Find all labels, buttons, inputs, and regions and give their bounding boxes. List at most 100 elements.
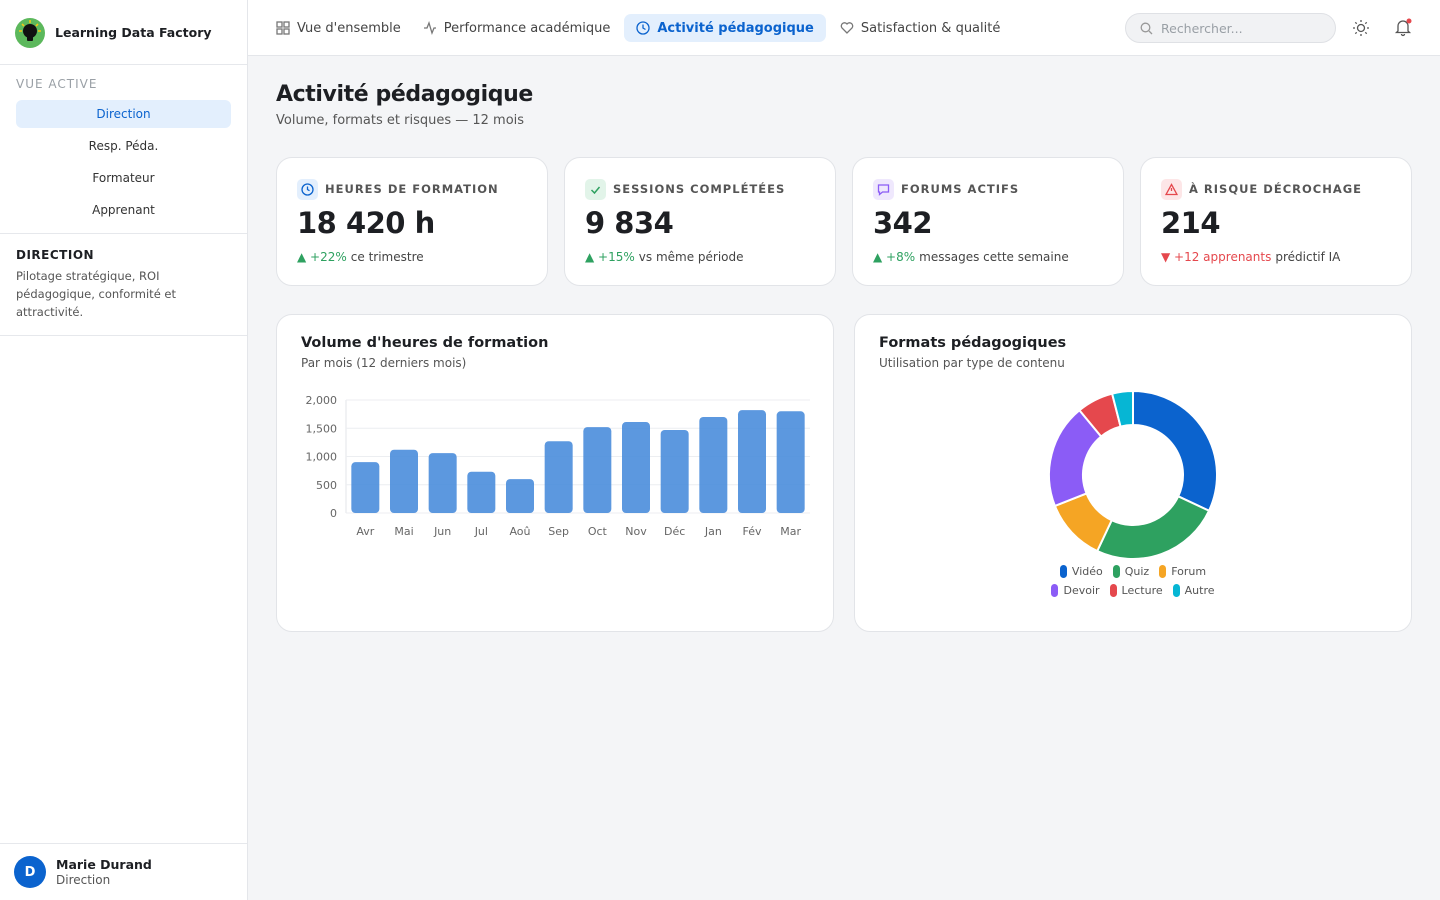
- y-tick-label: 2,000: [306, 394, 338, 407]
- notifications[interactable]: [1394, 17, 1414, 37]
- kpi-label: FORUMS ACTIFS: [901, 182, 1020, 196]
- view-option[interactable]: Direction: [16, 100, 231, 128]
- x-tick-label: Sep: [548, 525, 569, 538]
- chart-card: Formats pédagogiques Utilisation par typ…: [854, 314, 1412, 632]
- x-tick-label: Fév: [742, 525, 761, 538]
- chart-title: Volume d'heures de formation: [301, 335, 549, 351]
- user-name: Marie Durand: [56, 857, 152, 872]
- kpi-note: vs même période: [638, 250, 744, 264]
- kpi-delta: ▲ +22%: [297, 250, 347, 264]
- avatar[interactable]: D: [14, 856, 46, 888]
- kpi-label: SESSIONS COMPLÉTÉES: [613, 182, 786, 196]
- kpi-icon: [1161, 179, 1182, 200]
- bar: [699, 416, 728, 513]
- y-tick-label: 1,000: [306, 451, 338, 464]
- icon: [1140, 22, 1153, 34]
- sidebar: Learning Data Factory VUE ACTIVE Directi…: [0, 0, 248, 900]
- icon: [276, 21, 290, 35]
- legend-label: Devoir: [1063, 584, 1100, 597]
- x-tick-label: Jul: [474, 525, 488, 538]
- search[interactable]: Rechercher...: [1125, 13, 1336, 43]
- active-title: DIRECTION: [16, 248, 95, 262]
- legend-swatch: [1172, 584, 1180, 597]
- legend-label: Quiz: [1124, 565, 1150, 578]
- search-placeholder: Rechercher...: [1161, 20, 1243, 36]
- pie-slice: [1110, 389, 1134, 428]
- x-tick-label: Avr: [356, 525, 374, 538]
- pie-chart: [1048, 389, 1218, 560]
- user-role: Direction: [56, 873, 111, 887]
- chart-card: Volume d'heures de formation Par mois (1…: [276, 314, 834, 632]
- bar: [390, 449, 418, 513]
- legend-item[interactable]: Lecture: [1109, 584, 1163, 597]
- x-tick-label: Aoû: [509, 525, 530, 538]
- legend-swatch: [1159, 565, 1167, 578]
- legend-swatch: [1109, 584, 1117, 597]
- bar: [583, 427, 612, 513]
- x-tick-label: Oct: [588, 525, 608, 538]
- pie-slice: [1132, 389, 1218, 513]
- kpi-note: prédictif IA: [1275, 250, 1341, 264]
- bar: [351, 462, 380, 513]
- bar: [428, 453, 457, 513]
- legend-item[interactable]: Vidéo: [1059, 565, 1103, 578]
- view-option[interactable]: Apprenant: [92, 203, 155, 217]
- legend-item[interactable]: Devoir: [1051, 584, 1100, 597]
- legend: Vidéo Quiz Forum Devoir Lecture Autre: [1038, 565, 1228, 597]
- tab-label: Activité pédagogique: [657, 20, 814, 36]
- bar: [660, 429, 689, 513]
- pie-slice: [1095, 494, 1211, 560]
- kpi-card: À RISQUE DÉCROCHAGE 214 ▼ +12 apprenants…: [1140, 157, 1412, 286]
- view-option[interactable]: Resp. Péda.: [88, 139, 159, 153]
- legend-label: Lecture: [1121, 584, 1163, 597]
- kpi-note: ce trimestre: [350, 250, 424, 264]
- icon: [423, 21, 436, 35]
- bar-chart: 0 500 1,000 1,500 2,000 Avr Mai Jun Jul Aoû Sep Oct…: [306, 394, 810, 538]
- top-nav: Vue d'ensemble Performance académique Ac…: [248, 0, 1440, 56]
- nav-tab[interactable]: Activité pédagogique: [624, 14, 826, 42]
- kpi-icon: [585, 179, 606, 200]
- page-subtitle: Volume, formats et risques — 12 mois: [276, 113, 525, 128]
- kpi-value: 214: [1161, 206, 1221, 240]
- view-option[interactable]: Formateur: [92, 171, 155, 185]
- kpi-icon: [297, 179, 318, 200]
- y-tick-label: 500: [316, 479, 337, 492]
- icon: [840, 22, 854, 34]
- bar: [506, 479, 534, 513]
- active-description: Pilotage stratégique, ROI pédagogique, c…: [16, 269, 177, 319]
- kpi-delta: ▼ +12 apprenants: [1161, 250, 1272, 264]
- legend-swatch: [1112, 565, 1120, 578]
- chart-subtitle: Utilisation par type de contenu: [879, 356, 1065, 370]
- kpi-card: SESSIONS COMPLÉTÉES 9 834 ▲ +15% vs même …: [564, 157, 836, 286]
- kpi-label: À RISQUE DÉCROCHAGE: [1189, 182, 1363, 196]
- x-tick-label: Mai: [394, 525, 413, 538]
- kpi-card: FORUMS ACTIFS 342 ▲ +8% messages cette se…: [852, 157, 1124, 286]
- logo: [15, 18, 45, 48]
- legend-swatch: [1059, 565, 1067, 578]
- nav-tab[interactable]: Vue d'ensemble: [268, 14, 409, 42]
- nav-tab[interactable]: Satisfaction & qualité: [832, 14, 1008, 42]
- kpi-value: 9 834: [585, 206, 674, 240]
- kpi-delta: ▲ +8%: [873, 250, 916, 264]
- kpi-label: HEURES DE FORMATION: [325, 182, 499, 196]
- legend-item[interactable]: Quiz: [1112, 565, 1150, 578]
- x-tick-label: Jan: [704, 525, 722, 538]
- kpi-value: 18 420 h: [297, 206, 435, 240]
- kpi-note: messages cette semaine: [919, 250, 1069, 264]
- tab-label: Satisfaction & qualité: [860, 20, 1001, 36]
- legend-item[interactable]: Forum: [1159, 565, 1206, 578]
- icon: [636, 21, 651, 35]
- legend-item[interactable]: Autre: [1172, 584, 1215, 597]
- legend-label: Autre: [1184, 584, 1215, 597]
- x-tick-label: Mar: [780, 525, 801, 538]
- section-label: VUE ACTIVE: [16, 77, 98, 91]
- bar: [776, 411, 805, 513]
- kpi-card: HEURES DE FORMATION 18 420 h ▲ +22% ce tr…: [276, 157, 548, 286]
- x-tick-label: Nov: [625, 525, 647, 538]
- nav-tab[interactable]: Performance académique: [415, 14, 619, 42]
- bar: [622, 422, 650, 513]
- y-tick-label: 0: [330, 507, 337, 520]
- theme-toggle[interactable]: [1352, 19, 1370, 37]
